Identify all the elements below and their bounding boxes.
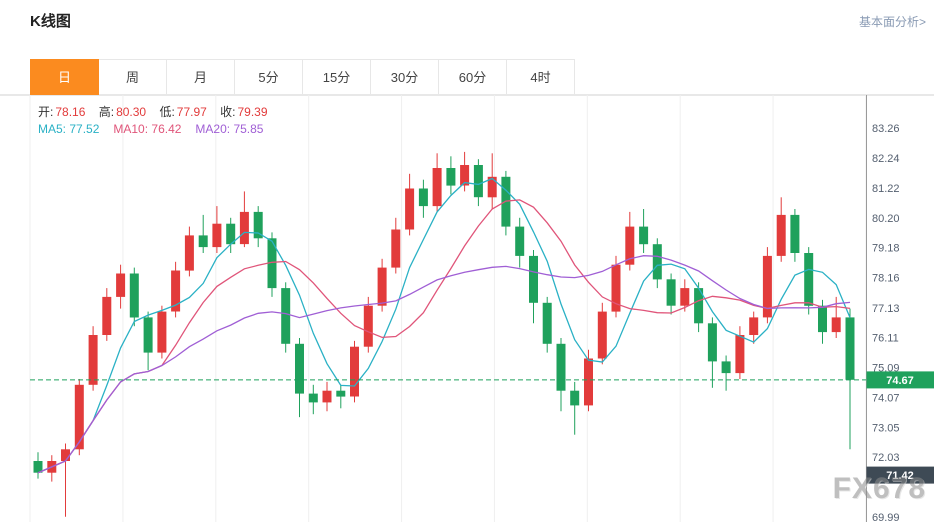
tab-60min[interactable]: 60分: [438, 59, 507, 95]
tab-day[interactable]: 日: [30, 59, 99, 95]
svg-text:80.20: 80.20: [872, 213, 900, 225]
ma-legend: MA5: 77.52 MA10: 76.42 MA20: 75.85: [38, 122, 277, 136]
candlestick-chart[interactable]: 83.26 82.24 81.22 80.20 79.18 78.16 77.13 76.11…: [0, 95, 934, 522]
current-price-badge: 74.67: [866, 371, 934, 389]
tab-month[interactable]: 月: [166, 59, 235, 95]
grid-lines: [0, 95, 934, 522]
ma-legend-item-ma5: MA5: 77.52: [38, 122, 100, 136]
tab-15min[interactable]: 15分: [302, 59, 371, 95]
ma-lines: [37, 177, 851, 474]
svg-text:69.99: 69.99: [872, 512, 900, 522]
close-label: 收:: [220, 105, 236, 119]
svg-text:82.24: 82.24: [872, 153, 900, 165]
svg-text:72.03: 72.03: [872, 452, 900, 464]
tab-4hour[interactable]: 4时: [506, 59, 575, 95]
low-label: 低:: [159, 105, 175, 119]
timeframe-tabs: 日 周 月 5分 15分 30分 60分 4时: [30, 59, 575, 95]
page-title: K线图: [30, 13, 71, 30]
tab-week[interactable]: 周: [98, 59, 167, 95]
tab-5min[interactable]: 5分: [234, 59, 303, 95]
svg-text:71.42: 71.42: [886, 470, 914, 482]
svg-text:74.67: 74.67: [886, 375, 914, 387]
low-value: 77.97: [176, 105, 207, 119]
high-label: 高:: [98, 105, 115, 119]
svg-text:83.26: 83.26: [872, 123, 900, 135]
svg-text:79.18: 79.18: [872, 243, 900, 255]
fx678-watermark: FX678: [832, 472, 926, 505]
svg-text:78.16: 78.16: [872, 273, 900, 285]
cursor-price-badge: 71.42: [866, 466, 934, 484]
svg-text:77.13: 77.13: [872, 303, 900, 315]
open-label: 开:: [38, 105, 54, 119]
svg-text:76.11: 76.11: [872, 333, 899, 345]
high-value: 80.30: [116, 105, 147, 119]
y-axis-labels: 83.26 82.24 81.22 80.20 79.18 78.16 77.13 76.11…: [872, 123, 900, 522]
svg-text:73.05: 73.05: [872, 422, 900, 434]
tabs-divider: [0, 94, 934, 95]
fundamental-analysis-link[interactable]: 基本面分析>: [858, 15, 926, 29]
ohlc-legend: 开: 78.16 高: 80.30 低: 77.97 收: 79.39: [38, 103, 268, 120]
svg-text:74.07: 74.07: [872, 392, 900, 404]
ma-legend-item-ma10: MA10: 76.42: [113, 122, 182, 136]
close-value: 79.39: [237, 105, 268, 119]
svg-text:81.22: 81.22: [872, 183, 900, 195]
tab-30min[interactable]: 30分: [370, 59, 439, 95]
open-value: 78.16: [55, 105, 86, 119]
candles: [33, 151, 855, 517]
ma-legend-item-ma20: MA20: 75.85: [195, 122, 264, 136]
